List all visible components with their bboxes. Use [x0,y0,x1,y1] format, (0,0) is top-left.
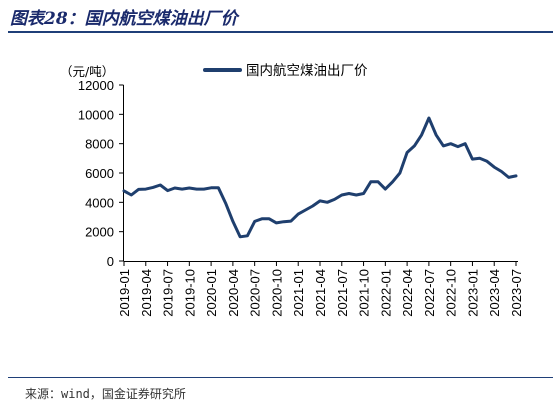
y-tick-label: 12000 [78,78,114,93]
y-tick-label: 8000 [85,137,114,152]
x-tick-label: 2019-10 [182,269,197,317]
y-tick-label: 2000 [85,225,114,240]
series-line [122,116,518,239]
x-tick-label: 2023-01 [465,269,480,317]
x-tick-label: 2020-01 [204,269,219,317]
page-title: 图表28：国内航空煤油出厂价 [10,9,238,29]
x-tick-label: 2019-04 [139,269,154,317]
x-tick-label: 2021-01 [291,269,306,317]
x-tick-label: 2019-07 [161,269,176,317]
title-divider [8,31,553,33]
y-tick-label: 4000 [85,195,114,210]
x-tick-label: 2022-01 [378,269,393,317]
x-tick-label: 2021-04 [313,269,328,317]
x-tick-label: 2020-07 [248,269,263,317]
x-tick-label: 2022-10 [444,269,459,317]
footer-divider [8,377,553,378]
x-tick-label: 2019-01 [117,269,132,317]
y-tick-label: 0 [107,254,114,269]
y-axis-unit-label: （元/吨） [60,64,114,79]
y-tick-label: 10000 [78,107,114,122]
x-tick-label: 2021-07 [335,269,350,317]
x-tick-label: 2023-07 [509,269,524,317]
y-tick-label: 6000 [85,166,114,181]
source-note: 来源：wind，国金证券研究所 [25,387,186,401]
line-chart: 0 2000 4000 6000 8000 10000 12000（元/吨） 2019-01 2… [60,63,524,317]
x-tick-label: 2020-04 [226,269,241,317]
x-tick-label: 2023-04 [487,269,502,317]
x-tick-label: 2020-10 [269,269,284,317]
legend-label: 国内航空煤油出厂价 [246,63,368,79]
x-tick-label: 2021-10 [357,269,372,317]
x-tick-label: 2022-04 [400,269,415,317]
plot-area: 0 2000 4000 6000 8000 10000 12000（元/吨） 2019-01 2… [60,63,524,317]
x-tick-label: 2022-07 [422,269,437,317]
